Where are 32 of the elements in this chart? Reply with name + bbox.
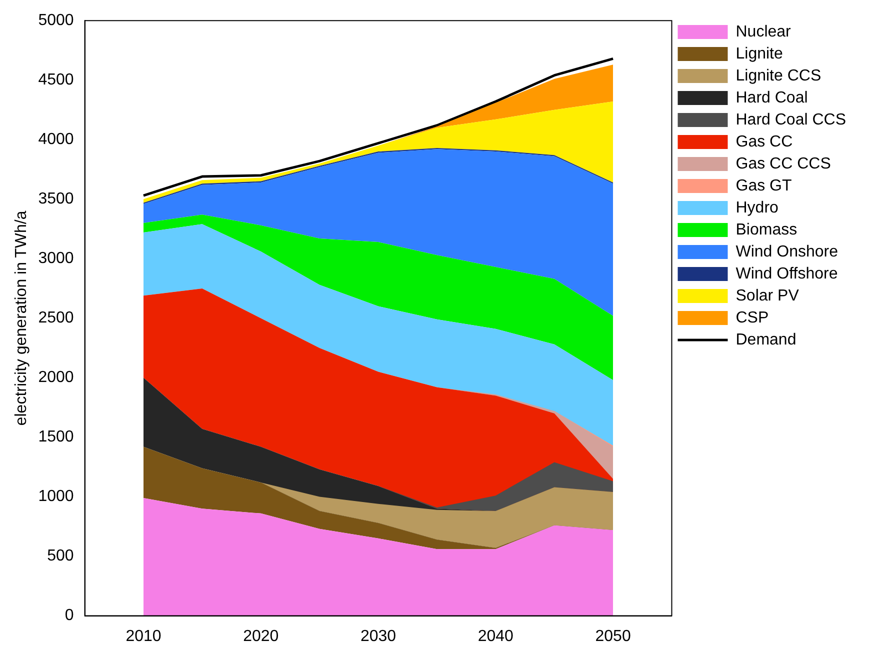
y-tick-label: 5000 bbox=[38, 12, 74, 30]
legend-label: Hard Coal CCS bbox=[736, 111, 846, 128]
legend-label: Wind Offshore bbox=[736, 265, 838, 282]
y-tick-label: 1000 bbox=[38, 488, 74, 506]
y-tick-label: 3000 bbox=[38, 250, 74, 268]
y-tick-label: 4500 bbox=[38, 72, 74, 89]
y-tick-label: 2500 bbox=[38, 310, 74, 327]
legend-label: Demand bbox=[736, 331, 796, 348]
legend-label: Gas GT bbox=[736, 177, 792, 194]
y-tick-label: 1500 bbox=[38, 428, 74, 446]
x-tick-label: 2010 bbox=[126, 628, 162, 645]
x-tick-label: 2040 bbox=[478, 628, 514, 645]
y-tick-label: 500 bbox=[47, 548, 74, 565]
y-tick-label: 4000 bbox=[38, 131, 74, 148]
x-tick-label: 2020 bbox=[243, 628, 279, 645]
legend-label: Biomass bbox=[736, 221, 798, 238]
legend-label: Solar PV bbox=[736, 287, 800, 304]
y-axis-title: electricity generation in TWh/a bbox=[13, 210, 30, 426]
legend-label: Wind Onshore bbox=[736, 243, 838, 260]
legend-label: Lignite CCS bbox=[736, 67, 822, 84]
legend-label: Gas CC CCS bbox=[736, 155, 831, 172]
y-tick-label: 3500 bbox=[38, 190, 74, 208]
y-tick-label: 0 bbox=[64, 607, 74, 624]
x-tick-label: 2050 bbox=[595, 628, 631, 645]
legend-label: CSP bbox=[736, 309, 769, 326]
y-tick-label: 2000 bbox=[38, 369, 74, 386]
legend-label: Lignite bbox=[736, 45, 783, 62]
legend-label: Gas CC bbox=[736, 133, 793, 150]
legend-label: Nuclear bbox=[736, 23, 792, 40]
legend-label: Hydro bbox=[736, 199, 779, 216]
legend-label: Hard Coal bbox=[736, 89, 808, 106]
x-tick-label: 2030 bbox=[360, 628, 396, 645]
